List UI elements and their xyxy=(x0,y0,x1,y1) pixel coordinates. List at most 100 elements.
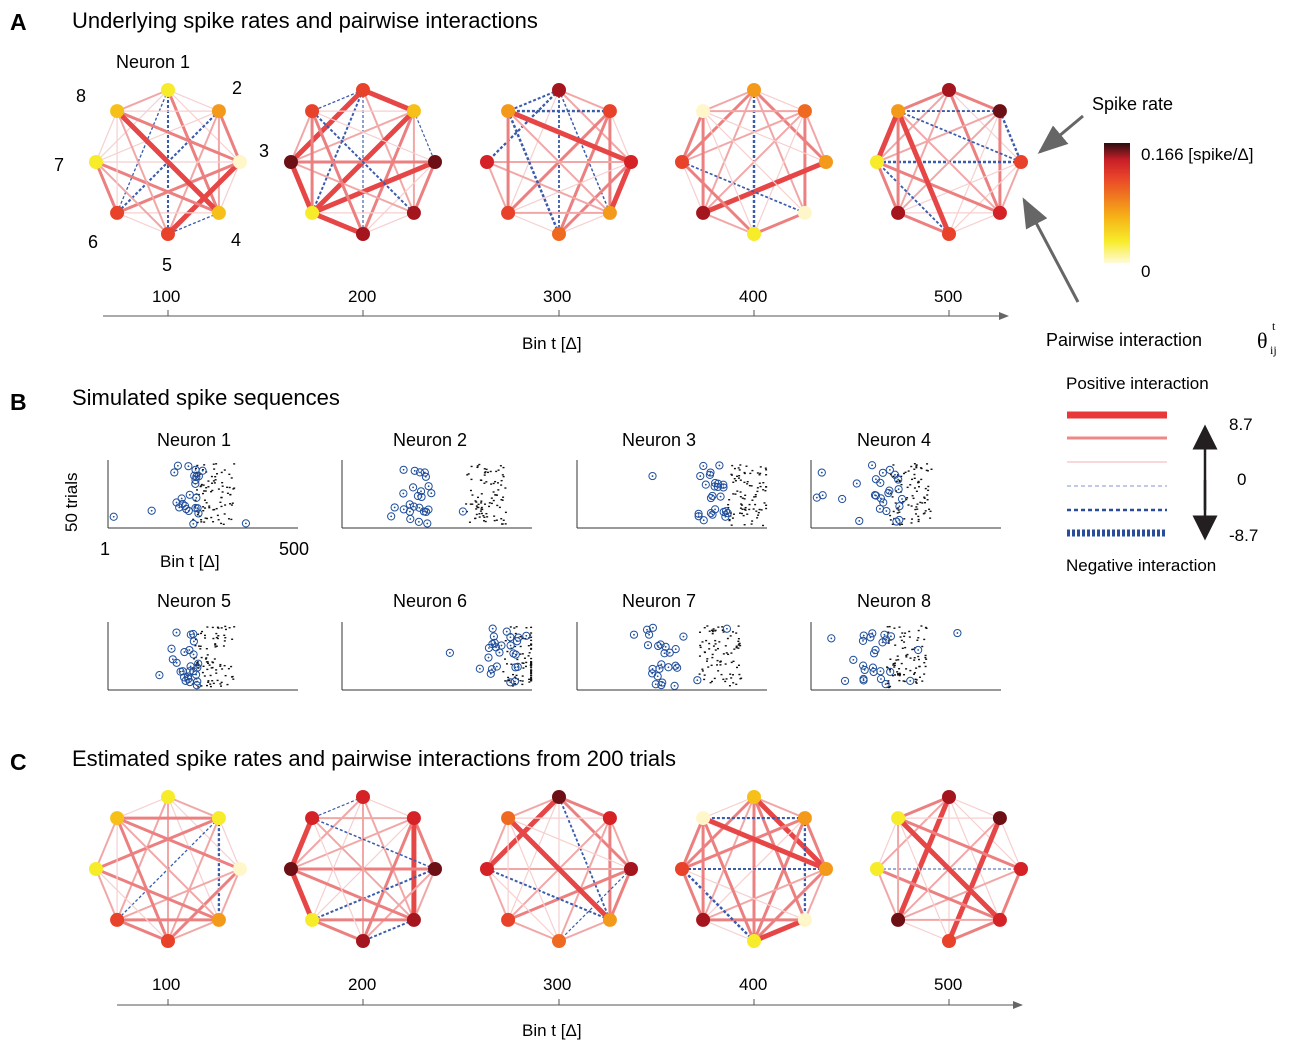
spike-circle xyxy=(421,507,431,517)
spike-circle xyxy=(510,677,519,686)
spike-tick xyxy=(206,684,209,687)
spike-circle-dot xyxy=(883,633,886,636)
spike-circle xyxy=(492,662,501,671)
spike-tick xyxy=(515,674,518,677)
panel-a-node-3 xyxy=(233,155,247,169)
spike-circle xyxy=(859,631,868,640)
spike-tick xyxy=(917,637,920,639)
spike-tick xyxy=(703,651,706,653)
spike-tick xyxy=(753,496,756,498)
spike-tick xyxy=(212,661,215,664)
spike-circle-dot xyxy=(646,628,648,631)
spike-tick xyxy=(206,668,209,671)
spike-circle-dot xyxy=(402,508,405,511)
spike-circle-dot xyxy=(192,653,195,656)
spike-tick xyxy=(527,644,530,647)
panel-c-edge xyxy=(876,868,900,921)
spike-tick xyxy=(731,517,734,519)
spike-circle xyxy=(953,628,962,638)
spike-circle-dot xyxy=(862,678,865,680)
spike-tick xyxy=(889,685,892,688)
spike-tick xyxy=(483,482,486,484)
panel-a-edge xyxy=(874,110,901,163)
panel-a-edge xyxy=(310,110,365,235)
spike-tick xyxy=(495,494,498,496)
spike-tick xyxy=(906,497,909,499)
spike-tick xyxy=(743,524,746,526)
spike-circle xyxy=(658,678,667,687)
panel-a-edge xyxy=(680,160,756,236)
spike-circle-dot xyxy=(402,468,405,471)
panel-c-edge xyxy=(507,796,560,921)
spike-tick xyxy=(214,646,217,648)
spike-tick xyxy=(749,472,752,475)
panel-c-edge xyxy=(897,919,950,942)
panel-c-edge xyxy=(311,817,415,921)
spike-tick xyxy=(911,495,914,497)
spike-tick xyxy=(211,489,214,492)
spike-tick xyxy=(513,627,516,629)
spike-tick xyxy=(924,501,927,504)
spike-tick xyxy=(924,665,927,668)
spike-tick xyxy=(921,502,924,504)
panel-a-network-1 xyxy=(89,83,247,241)
spike-tick xyxy=(929,510,932,513)
spike-tick xyxy=(760,509,763,511)
spike-tick xyxy=(889,514,892,517)
spike-tick xyxy=(907,470,910,472)
panel-c-edge xyxy=(507,817,560,942)
spike-tick xyxy=(226,486,229,489)
spike-tick xyxy=(741,497,744,499)
spike-tick xyxy=(493,515,496,517)
spike-tick xyxy=(903,472,906,475)
spike-tick xyxy=(919,501,922,504)
spike-circle-dot xyxy=(664,645,667,648)
spike-tick xyxy=(923,512,926,514)
spike-tick xyxy=(892,475,895,478)
panel-c-edge xyxy=(290,867,415,922)
panel-a-node-5 xyxy=(356,227,370,241)
spike-circle xyxy=(642,625,652,634)
spike-circle-dot xyxy=(869,636,872,639)
spike-circle xyxy=(645,630,654,639)
panel-c-node-1 xyxy=(552,790,566,804)
panel-c-node-2 xyxy=(406,811,421,826)
panel-c-node-5 xyxy=(747,934,761,948)
spike-tick xyxy=(500,498,503,501)
spike-circle-dot xyxy=(704,483,707,486)
spike-tick xyxy=(219,683,222,685)
spike-circle-dot xyxy=(176,464,179,467)
spike-tick xyxy=(519,653,522,655)
spike-circle-dot xyxy=(711,495,714,497)
panel-c-edge xyxy=(311,817,436,870)
spike-circle-dot xyxy=(188,681,191,684)
spike-circle-dot xyxy=(427,485,430,488)
spike-tick xyxy=(496,482,499,484)
time-axis-label-c: Bin t [Δ] xyxy=(522,1021,582,1040)
spike-tick xyxy=(480,502,483,504)
panel-c-time-axis: 100 200 300 400 500 Bin t [Δ] xyxy=(117,975,1023,1040)
tick-a-200: 200 xyxy=(348,287,376,306)
spike-tick xyxy=(525,661,528,664)
spike-tick xyxy=(212,480,215,482)
spike-circle-dot xyxy=(423,510,425,513)
spike-tick xyxy=(706,658,709,660)
spike-circle xyxy=(191,465,200,475)
panel-c-node-3 xyxy=(819,862,833,876)
panel-c-node-2 xyxy=(797,811,812,826)
spike-tick xyxy=(926,463,929,465)
spike-tick xyxy=(764,467,767,469)
spike-circle xyxy=(827,634,836,643)
scale-min: -8.7 xyxy=(1229,526,1258,545)
panel-c-edge xyxy=(948,918,1001,943)
panel-a-networks xyxy=(89,83,1028,241)
spike-circle xyxy=(881,680,890,689)
spike-circle-dot xyxy=(711,513,714,516)
panel-a-edge xyxy=(115,109,221,215)
spike-circle-dot xyxy=(448,652,451,654)
panel-a-node-5 xyxy=(161,227,175,241)
spike-tick xyxy=(743,471,746,474)
spike-tick xyxy=(914,513,917,515)
spike-tick xyxy=(198,515,201,517)
spike-circle-dot xyxy=(488,647,490,649)
